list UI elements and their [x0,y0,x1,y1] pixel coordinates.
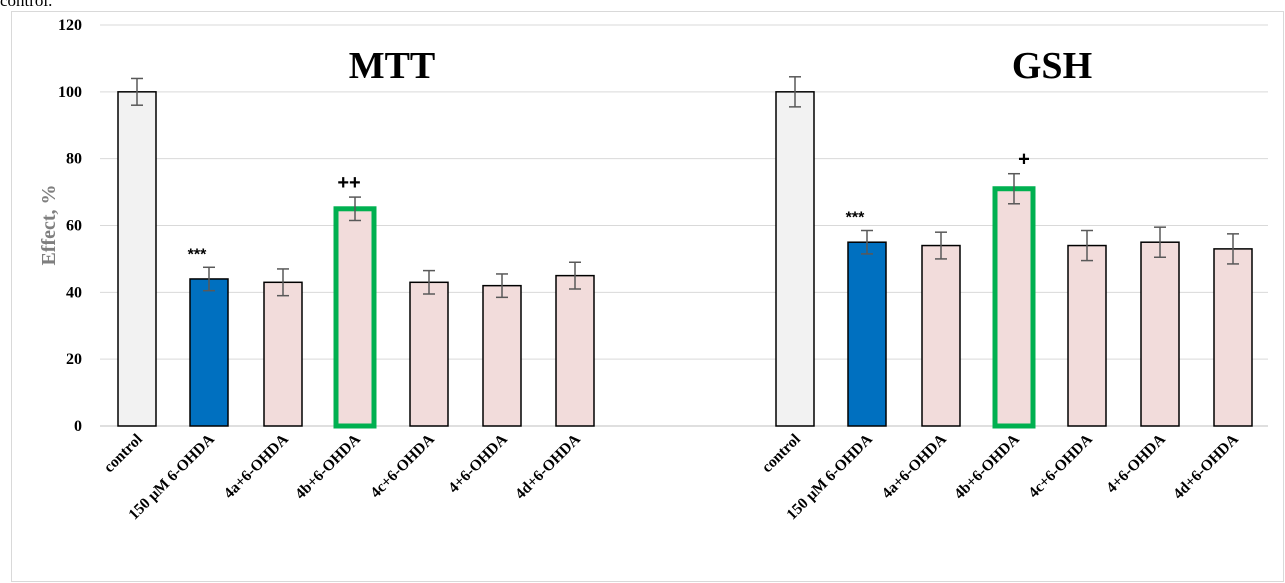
y-tick-label: 60 [66,218,82,235]
bar-gsh-1 [847,241,887,427]
y-axis-label: Effect, % [38,184,60,265]
panel-title-mtt: MTT [349,45,436,87]
significance-annotation: *** [846,210,865,227]
bar-mtt-3 [333,206,377,429]
y-tick-label: 40 [66,284,82,301]
category-label: 4d+6-OHDA [512,430,584,502]
bar-gsh-3 [992,186,1036,429]
category-label: 4+6-OHDA [445,430,511,496]
bar-gsh-6 [1213,248,1253,427]
bars: *** ++ *** + [117,76,1253,429]
significance-annotation: *** [188,246,207,263]
bar-gsh-2 [921,244,961,427]
bar-gsh-5 [1140,241,1180,427]
significance-annotation: + [1018,149,1030,171]
y-tick-label: 20 [66,351,82,368]
bar-mtt-4 [409,281,449,427]
bar-mtt-0 [117,91,157,427]
category-label: 4c+6-OHDA [367,430,438,501]
bar-mtt-5 [482,284,522,427]
category-label: 4a+6-OHDA [221,430,293,502]
category-label: 4a+6-OHDA [879,430,951,502]
category-label: 4b+6-OHDA [951,430,1023,502]
chart-frame [11,11,1284,582]
y-tick-label: 100 [58,84,82,101]
bar-mtt-2 [263,281,303,427]
caption-fragment: control. [0,0,53,10]
y-tick-label: 120 [58,17,82,34]
bar-mtt-1 [189,278,229,427]
y-tick-label: 80 [66,151,82,168]
bar-gsh-4 [1067,244,1107,427]
significance-annotation: ++ [337,172,360,194]
panel-title-gsh: GSH [1012,45,1092,87]
category-label: 4d+6-OHDA [1170,430,1242,502]
bar-gsh-0 [775,91,815,427]
y-axis: 0 20 40 60 80 100 120 [58,17,82,435]
y-tick-label: 0 [74,418,82,435]
category-label: 4b+6-OHDA [292,430,364,502]
category-label: 4+6-OHDA [1103,430,1169,496]
category-label: 4c+6-OHDA [1025,430,1096,501]
bar-mtt-6 [555,274,595,427]
category-label: control [101,430,147,476]
category-label: control [759,430,805,476]
